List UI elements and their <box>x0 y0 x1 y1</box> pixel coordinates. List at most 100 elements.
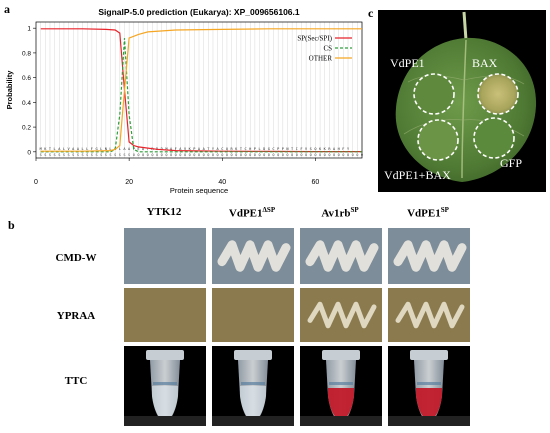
sequence-annotation: O <box>310 153 312 157</box>
sequence-annotation: O <box>142 153 144 157</box>
col-title-vdpe1-sp: VdPE1SP <box>407 206 449 220</box>
sequence-residue: H <box>249 147 251 151</box>
sequence-residue: K <box>44 147 47 151</box>
sequence-annotation: O <box>286 153 288 157</box>
sequence-annotation: S <box>77 153 79 157</box>
sequence-residue: L <box>119 147 121 151</box>
sequence-residue: F <box>342 147 344 151</box>
sequence-residue: L <box>86 147 88 151</box>
sequence-residue: N <box>105 147 107 151</box>
sequence-residue: M <box>40 147 43 151</box>
sequence-annotation: O <box>231 153 233 157</box>
cell-cmd-w-1 <box>124 228 206 284</box>
panel-a-letter: a <box>4 2 10 16</box>
sequence-annotation: O <box>137 153 139 157</box>
sequence-annotation: S <box>54 153 56 157</box>
series-line-cs <box>40 38 362 153</box>
sequence-annotation: O <box>319 153 321 157</box>
sequence-annotation: O <box>212 153 214 157</box>
sequence-annotation: S <box>81 153 83 157</box>
sequence-annotation: S <box>58 153 60 157</box>
sequence-annotation: O <box>347 153 349 157</box>
sequence-residue: R <box>231 147 234 151</box>
sequence-annotation: S <box>119 153 121 157</box>
sequence-annotation: O <box>352 153 354 157</box>
cell-ypraa-4 <box>388 288 470 342</box>
sequence-residue: Q <box>226 147 228 151</box>
sequence-residue: T <box>147 147 150 151</box>
sequence-annotation: O <box>156 153 158 157</box>
sequence-annotation: S <box>109 153 111 157</box>
sequence-residue: E <box>137 147 139 151</box>
sequence-residue: V <box>68 147 71 151</box>
sequence-annotation: S <box>123 153 125 157</box>
sequence-annotation: O <box>193 153 195 157</box>
sequence-annotation: O <box>282 153 284 157</box>
sequence-residue: H <box>338 147 340 151</box>
sequence-annotation: S <box>100 153 102 157</box>
x-tick-label: 40 <box>218 179 226 186</box>
sequence-residue: L <box>63 147 65 151</box>
sequence-residue: F <box>300 147 302 151</box>
cell-ttc-3 <box>300 346 382 426</box>
sequence-annotation: O <box>272 153 274 157</box>
sequence-residue: M <box>165 147 168 151</box>
sequence-annotation: O <box>207 153 209 157</box>
sequence-annotation: O <box>291 153 293 157</box>
sequence-residue: I <box>296 147 298 151</box>
sequence-annotation: O <box>147 153 149 157</box>
sequence-annotation: O <box>240 153 242 157</box>
row-label-cmd-w: CMD-W <box>55 252 97 264</box>
sequence-annotation: S <box>95 153 97 157</box>
sequence-residue: G <box>268 147 270 151</box>
sequence-residue: P <box>277 147 279 151</box>
panel-b-letter: b <box>8 218 15 232</box>
sequence-annotation: S <box>105 153 107 157</box>
sequence-residue: G <box>95 147 97 151</box>
sequence-residue: D <box>263 147 265 151</box>
sequence-residue: A <box>128 147 131 151</box>
sequence-residue: A <box>203 147 206 151</box>
row-label-ypraa: YPRAA <box>56 310 96 322</box>
sequence-residue: L <box>100 147 102 151</box>
spot-vdpe1 <box>413 73 455 115</box>
sequence-residue: A <box>123 147 126 151</box>
y-tick-label: 0.2 <box>22 125 31 132</box>
sequence-annotation: O <box>235 153 237 157</box>
chart-title: SignalP-5.0 prediction (Eukarya): XP_009… <box>98 7 300 17</box>
x-tick-label: 60 <box>312 179 320 186</box>
y-tick-label: 0 <box>27 149 31 156</box>
cell-ttc-4 <box>388 346 470 426</box>
sequence-residue: D <box>142 147 144 151</box>
sequence-residue: K <box>324 147 327 151</box>
sequence-residue: P <box>282 147 284 151</box>
sequence-residue: P <box>193 147 195 151</box>
sequence-annotation: S <box>128 153 130 157</box>
leaf-label-gfp: GFP <box>500 156 523 170</box>
sequence-residue: C <box>272 147 274 151</box>
cell-ttc-1 <box>124 346 206 426</box>
leaf-label-bax: BAX <box>472 56 498 70</box>
leaf-label-vdpe1: VdPE1 <box>390 56 425 70</box>
sequence-annotation: O <box>258 153 260 157</box>
sequence-annotation: O <box>226 153 228 157</box>
sequence-annotation: S <box>63 153 65 157</box>
sequence-residue: C <box>221 147 223 151</box>
row-label-ttc: TTC <box>64 375 88 387</box>
sequence-annotation: O <box>133 153 135 157</box>
sequence-residue: Q <box>314 147 316 151</box>
sequence-residue: A <box>198 147 201 151</box>
x-tick-label: 20 <box>125 179 133 186</box>
sequence-annotation: O <box>333 153 335 157</box>
sequence-annotation: S <box>40 153 42 157</box>
sequence-residue: Y <box>212 147 215 151</box>
y-tick-label: 0.8 <box>22 50 31 57</box>
sequence-annotation: O <box>268 153 270 157</box>
spot-gfp <box>473 117 515 159</box>
sequence-residue: L <box>258 147 260 151</box>
sequence-annotation: O <box>361 153 363 157</box>
series-line-sp-sec-spi <box>40 28 362 153</box>
sequence-annotation: O <box>277 153 279 157</box>
sequence-annotation: O <box>305 153 307 157</box>
sequence-residue: T <box>291 147 294 151</box>
